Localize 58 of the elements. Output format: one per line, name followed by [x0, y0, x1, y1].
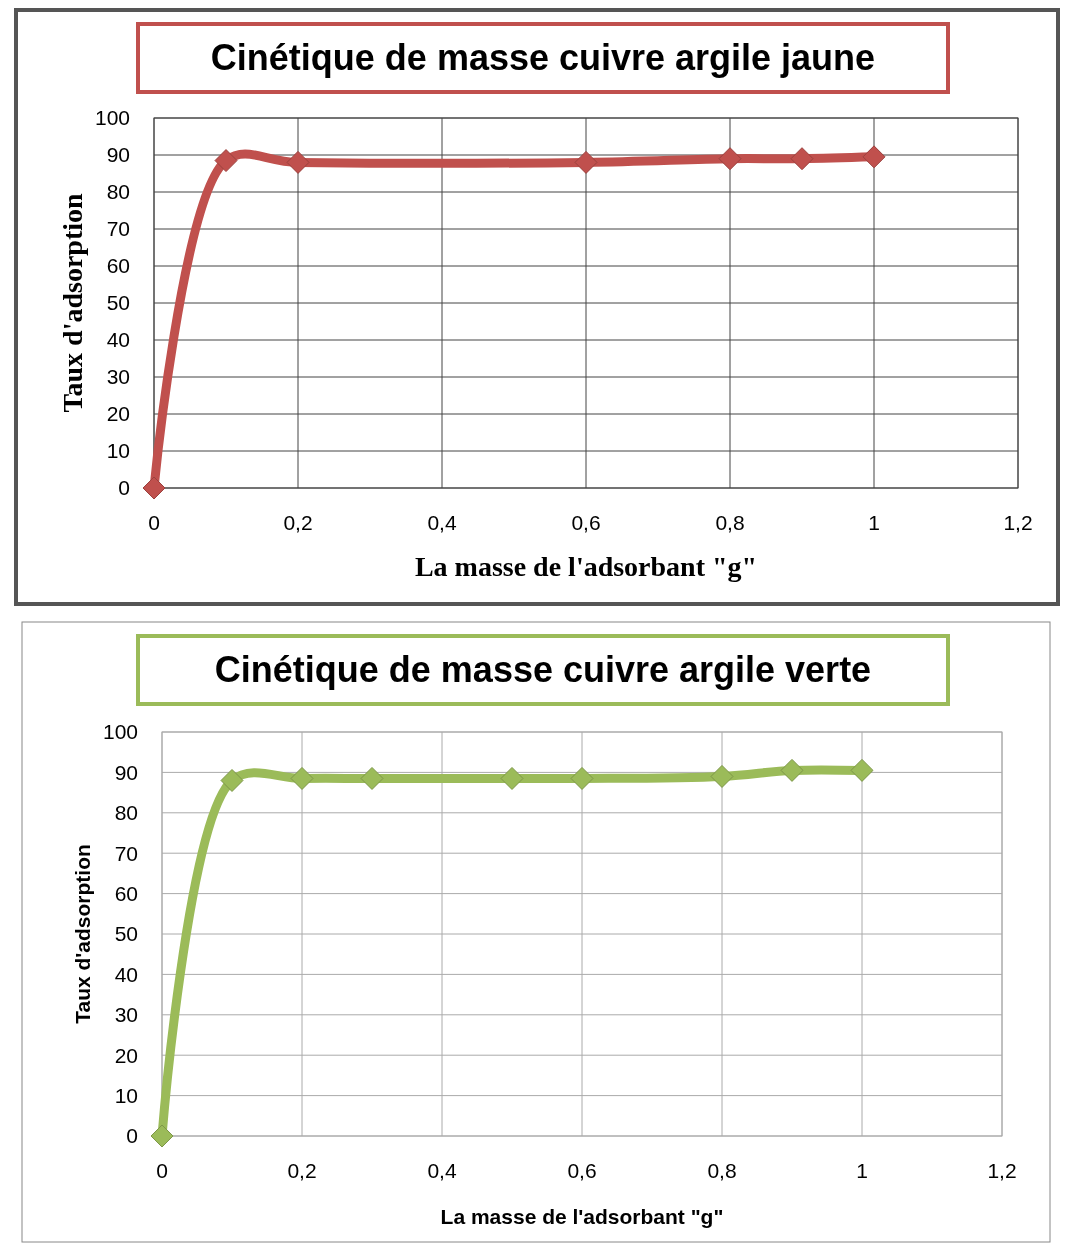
- y-tick-label: 10: [106, 439, 130, 463]
- point: [500, 766, 524, 790]
- y-tick-label: 100: [94, 106, 130, 130]
- y-tick-label: 10: [114, 1083, 138, 1107]
- y-tick-label: 70: [106, 217, 130, 241]
- x-tick-label: 1,2: [1003, 511, 1033, 534]
- y-tick-label: 100: [102, 720, 138, 744]
- point: [850, 758, 874, 782]
- y-axis-title: Taux d'adsorption: [57, 192, 88, 413]
- y-tick-label: 40: [114, 962, 138, 986]
- x-axis-title: La masse de l'adsorbant "g": [440, 1205, 724, 1228]
- y-tick-label: 90: [114, 760, 138, 784]
- y-axis-title: Taux d'adsorption: [71, 844, 94, 1024]
- y-tick-label: 30: [106, 365, 130, 389]
- y-tick-label: 40: [106, 328, 130, 352]
- y-tick-label: 70: [114, 841, 138, 865]
- y-tick-label: 20: [114, 1043, 138, 1067]
- x-axis-title: La masse de l'adsorbant "g": [414, 551, 758, 582]
- x-tick-label: 0: [156, 1159, 168, 1182]
- x-tick-label: 0,6: [571, 511, 601, 534]
- point: [214, 149, 238, 173]
- point: [780, 758, 804, 782]
- x-tick-label: 0,8: [715, 511, 745, 534]
- point: [790, 147, 814, 171]
- y-tick-label: 50: [114, 922, 138, 946]
- x-tick-label: 1: [868, 511, 880, 534]
- y-tick-label: 30: [114, 1003, 138, 1027]
- x-tick-label: 1,2: [987, 1159, 1017, 1182]
- y-tick-label: 60: [106, 254, 130, 278]
- point: [574, 150, 598, 174]
- chart-title: Cinétique de masse cuivre argile jaune: [210, 37, 876, 78]
- x-tick-label: 0,4: [427, 1159, 457, 1182]
- point: [718, 147, 742, 171]
- y-tick-label: 20: [106, 402, 130, 426]
- y-tick-label: 0: [118, 476, 130, 500]
- y-tick-label: 0: [126, 1124, 138, 1148]
- chart-title: Cinétique de masse cuivre argile verte: [214, 649, 872, 690]
- y-tick-label: 90: [106, 143, 130, 167]
- y-tick-label: 80: [106, 180, 130, 204]
- point: [290, 766, 314, 790]
- y-tick-label: 80: [114, 801, 138, 825]
- x-tick-label: 0,4: [427, 511, 457, 534]
- point: [710, 764, 734, 788]
- point: [862, 145, 886, 169]
- point: [220, 768, 244, 792]
- point: [570, 766, 594, 790]
- point: [360, 766, 384, 790]
- y-tick-label: 60: [114, 881, 138, 905]
- x-tick-label: 1: [856, 1159, 868, 1182]
- point: [150, 1124, 174, 1148]
- point: [286, 150, 310, 174]
- point: [142, 476, 166, 500]
- x-tick-label: 0,8: [707, 1159, 737, 1182]
- x-tick-label: 0,2: [283, 511, 313, 534]
- x-tick-label: 0,2: [287, 1159, 317, 1182]
- y-tick-label: 50: [106, 291, 130, 315]
- x-tick-label: 0,6: [567, 1159, 597, 1182]
- x-tick-label: 0: [148, 511, 160, 534]
